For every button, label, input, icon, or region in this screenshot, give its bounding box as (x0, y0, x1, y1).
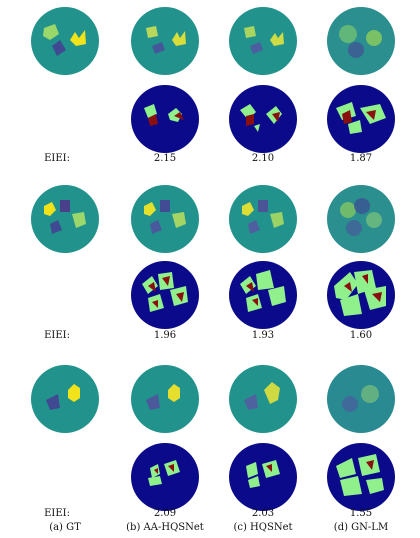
gn-lm-error-row1 (327, 85, 395, 153)
aa-hqsnet-image-row2 (131, 185, 199, 253)
aa-hqsnet-error-row1 (131, 85, 199, 153)
metric-value: 2.09 (153, 508, 177, 519)
hqsnet-error-row1 (229, 85, 297, 153)
gn-lm-error-row2 (327, 261, 395, 329)
metric-value: 1.93 (251, 330, 275, 341)
aa-hqsnet-image-row3 (131, 365, 199, 433)
metric-value: 2.10 (251, 153, 275, 164)
hqsnet-image-row3 (229, 365, 297, 433)
metric-value: 2.03 (251, 508, 275, 519)
hqsnet-error-row2 (229, 261, 297, 329)
caption-gt: (a) GT (49, 522, 81, 533)
gn-lm-image-row2 (327, 185, 395, 253)
gt-image-row3 (31, 365, 99, 433)
caption-gn-lm: (d) GN-LM (333, 522, 389, 533)
aa-hqsnet-error-row3 (131, 443, 199, 511)
gn-lm-error-row3 (327, 443, 395, 511)
hqsnet-error-row3 (229, 443, 297, 511)
caption-hqsnet: (c) HQSNet (233, 522, 293, 533)
hqsnet-image-row1 (229, 7, 297, 75)
row-label: EIEI: (44, 330, 70, 341)
gt-image-row1 (31, 7, 99, 75)
caption-aa-hqsnet: (b) AA-HQSNet (126, 522, 204, 533)
hqsnet-image-row2 (229, 185, 297, 253)
metric-value: 2.15 (153, 153, 177, 164)
row-label: EIEI: (44, 508, 70, 519)
gn-lm-image-row1 (327, 7, 395, 75)
row-label: EIEI: (44, 153, 70, 164)
inclusion-yellow (70, 30, 86, 46)
metric-value: 1.96 (153, 330, 177, 341)
inclusion-purple (52, 40, 66, 56)
gn-lm-image-row3 (327, 365, 395, 433)
aa-hqsnet-error-row2 (131, 261, 199, 329)
inclusion-green (43, 24, 59, 40)
gt-image-row2 (31, 185, 99, 253)
conductivity-disk (31, 7, 99, 75)
metric-value: 1.55 (349, 508, 373, 519)
aa-hqsnet-image-row1 (131, 7, 199, 75)
metric-value: 1.87 (349, 153, 373, 164)
metric-value: 1.60 (349, 330, 373, 341)
